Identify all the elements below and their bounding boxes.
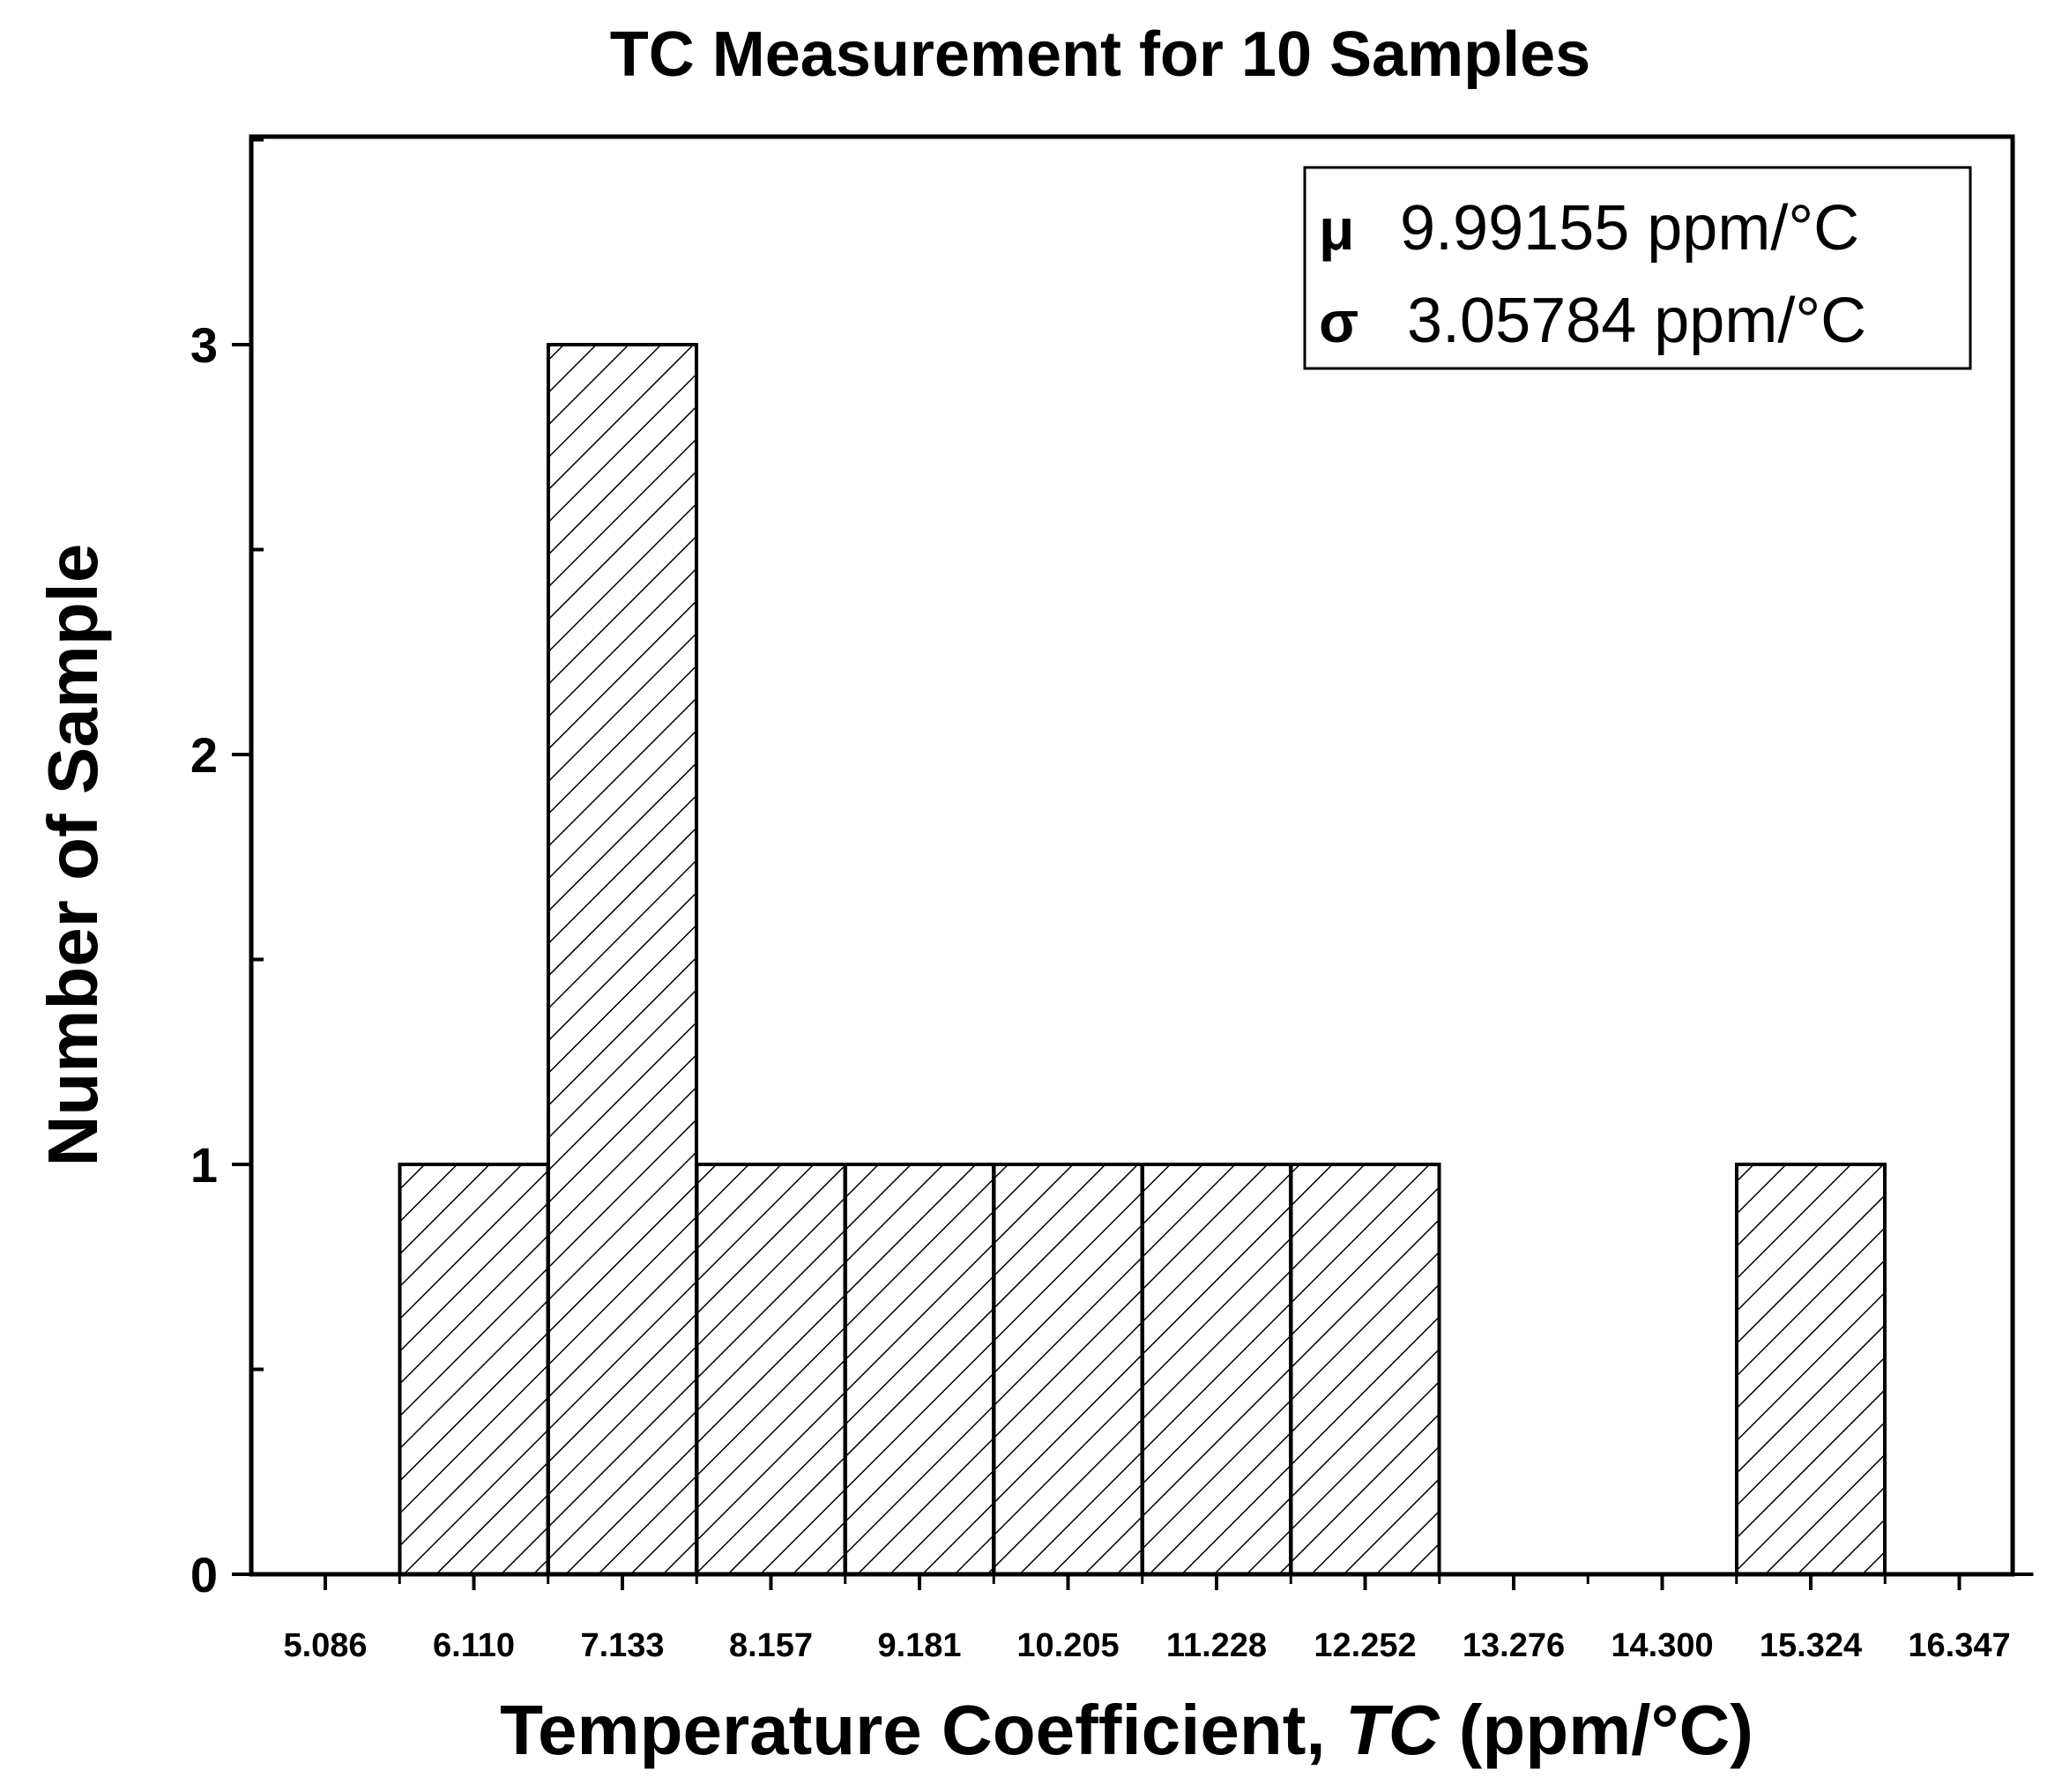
histogram-bar [1141,1163,1292,1576]
x-tick-label: 13.276 [1463,1627,1565,1664]
x-tick-label: 9.181 [877,1627,961,1664]
histogram-bar [695,1163,847,1576]
x-tick-label: 10.205 [1016,1627,1119,1664]
y-tick-label: 2 [190,727,218,783]
bars-group [251,343,2034,1576]
histogram-bar [1735,1163,1887,1576]
chart-title: TC Measurement for 10 Samples [610,19,1590,90]
y-tick-label: 0 [190,1547,218,1602]
legend-mu-symbol: μ [1319,197,1354,262]
x-tick-label: 8.157 [729,1627,813,1664]
x-tick-label: 7.133 [580,1627,664,1664]
x-tick-label: 15.324 [1760,1627,1862,1664]
x-tick-label: 16.347 [1908,1627,2010,1664]
y-axis-title: Number of Sample [33,544,112,1167]
histogram-bar [992,1163,1144,1576]
x-tick-label: 6.110 [433,1627,515,1664]
x-tick-label: 11.228 [1166,1627,1267,1664]
histogram-bar [398,1163,550,1576]
y-ticks-group: 0 1 2 3 [190,138,264,1602]
y-tick-label: 3 [190,317,218,373]
histogram-bar [844,1163,995,1576]
x-axis-title: Temperature Coefficient, TC (ppm/°C) [500,1691,1753,1769]
x-tick-label: 14.300 [1611,1627,1713,1664]
x-tick-label: 12.252 [1314,1627,1416,1664]
legend-box: μ 9.99155 ppm/°C σ 3.05784 ppm/°C [1303,166,1972,370]
x-axis-title-unit: (ppm/°C) [1439,1691,1753,1769]
legend-frame [1303,166,1972,370]
legend-sigma-symbol: σ [1319,289,1359,354]
histogram-bar [547,343,698,1576]
legend-mu-value: 9.99155 ppm/°C [1400,193,1859,264]
x-ticks-group: 5.086 6.110 7.133 8.157 9.181 10.205 11.228 12.… [283,1574,2011,1664]
y-tick-label: 1 [190,1137,218,1193]
x-axis-title-symbol: TC [1345,1691,1440,1769]
histogram-bar [1289,1163,1441,1576]
x-axis-title-main: Temperature Coefficient, [500,1691,1345,1769]
x-tick-label: 5.086 [283,1627,367,1664]
legend-sigma-value: 3.05784 ppm/°C [1407,286,1866,356]
